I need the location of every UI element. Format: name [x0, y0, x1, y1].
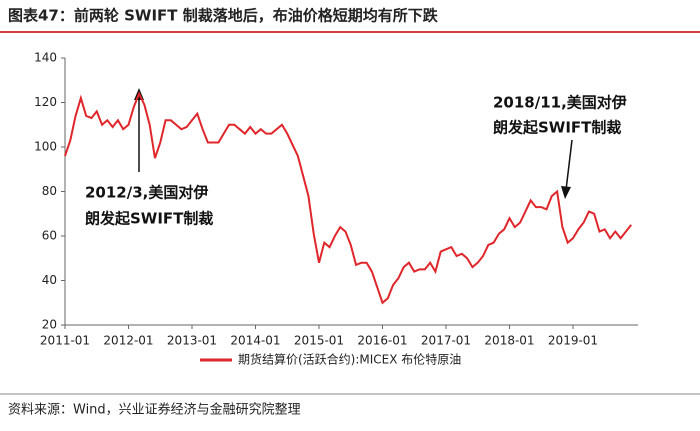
annotation: 朗发起SWIFT制裁 — [493, 119, 621, 137]
y-tick-label: 20 — [42, 318, 57, 332]
arrow-head — [561, 186, 571, 199]
y-tick-label: 100 — [34, 140, 57, 154]
x-tick-label: 2012-01 — [103, 334, 153, 348]
annotation: 朗发起SWIFT制裁 — [85, 210, 213, 228]
y-tick-label: 140 — [34, 51, 57, 65]
chart-title: 图表47：前两轮 SWIFT 制裁落地后，布油价格短期均有所下跌 — [8, 7, 439, 25]
annotation: 2012/3,美国对伊 — [85, 184, 208, 202]
x-tick-label: 2015-01 — [294, 334, 344, 348]
x-tick-label: 2019-01 — [548, 334, 598, 348]
y-tick-label: 60 — [42, 229, 57, 243]
annotation: 2018/11,美国对伊 — [493, 94, 627, 112]
x-tick-label: 2011-01 — [40, 334, 90, 348]
x-tick-label: 2018-01 — [484, 334, 534, 348]
y-tick-label: 40 — [42, 273, 57, 287]
x-tick-label: 2013-01 — [167, 334, 217, 348]
arrow — [565, 139, 573, 191]
x-tick-label: 2017-01 — [421, 334, 471, 348]
legend-label: 期货结算价(活跃合约):MICEX 布伦特原油 — [238, 352, 461, 367]
y-tick-label: 120 — [34, 95, 57, 109]
y-tick-label: 80 — [42, 184, 57, 198]
source: 资料来源：Wind，兴业证券经济与金融研究院整理 — [8, 402, 301, 418]
x-tick-label: 2016-01 — [357, 334, 407, 348]
line — [64, 91, 632, 305]
x-tick-label: 2014-01 — [230, 334, 280, 348]
